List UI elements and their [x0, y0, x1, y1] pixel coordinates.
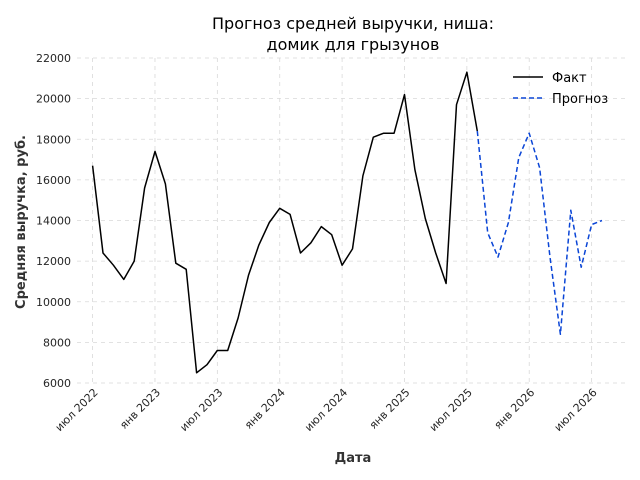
y-tick-label: 10000: [36, 296, 71, 309]
chart-title-line2: домик для грызунов: [267, 35, 440, 54]
legend: Факт Прогноз: [513, 71, 608, 107]
x-axis-ticks: июл 2022 янв 2023 июл 2023 янв 2024 июл 2024…: [53, 386, 600, 434]
x-tick-label: июл 2025: [427, 386, 475, 434]
x-tick-label: июл 2023: [177, 386, 225, 434]
x-tick-label: янв 2025: [367, 386, 413, 432]
y-axis-label: Средняя выручка, руб.: [14, 135, 29, 309]
y-tick-label: 8000: [43, 336, 71, 349]
legend-label-fact: Факт: [552, 71, 587, 86]
y-tick-label: 18000: [36, 133, 71, 146]
x-tick-label: июл 2026: [552, 386, 600, 434]
series-line-fact: [91, 71, 479, 374]
x-tick-label: июл 2024: [302, 386, 350, 434]
legend-label-forecast: Прогноз: [552, 92, 608, 107]
grid: [77, 57, 628, 384]
y-tick-label: 16000: [36, 174, 71, 187]
y-tick-label: 6000: [43, 377, 71, 390]
x-tick-label: янв 2023: [117, 386, 163, 432]
x-axis-label: Дата: [335, 451, 372, 466]
chart-title-line1: Прогноз средней выручки, ниша:: [212, 14, 494, 33]
x-tick-label: янв 2026: [492, 386, 538, 432]
y-tick-label: 22000: [36, 52, 71, 65]
y-tick-label: 20000: [36, 93, 71, 106]
x-tick-label: июл 2022: [53, 386, 101, 434]
y-tick-label: 12000: [36, 255, 71, 268]
series-line-forecast: [476, 131, 603, 336]
y-axis-ticks: 6000 8000 10000 12000 14000 16000 18000 20000 22…: [36, 52, 71, 390]
series: [91, 71, 603, 374]
y-tick-label: 14000: [36, 215, 71, 228]
x-tick-label: янв 2024: [242, 386, 288, 432]
